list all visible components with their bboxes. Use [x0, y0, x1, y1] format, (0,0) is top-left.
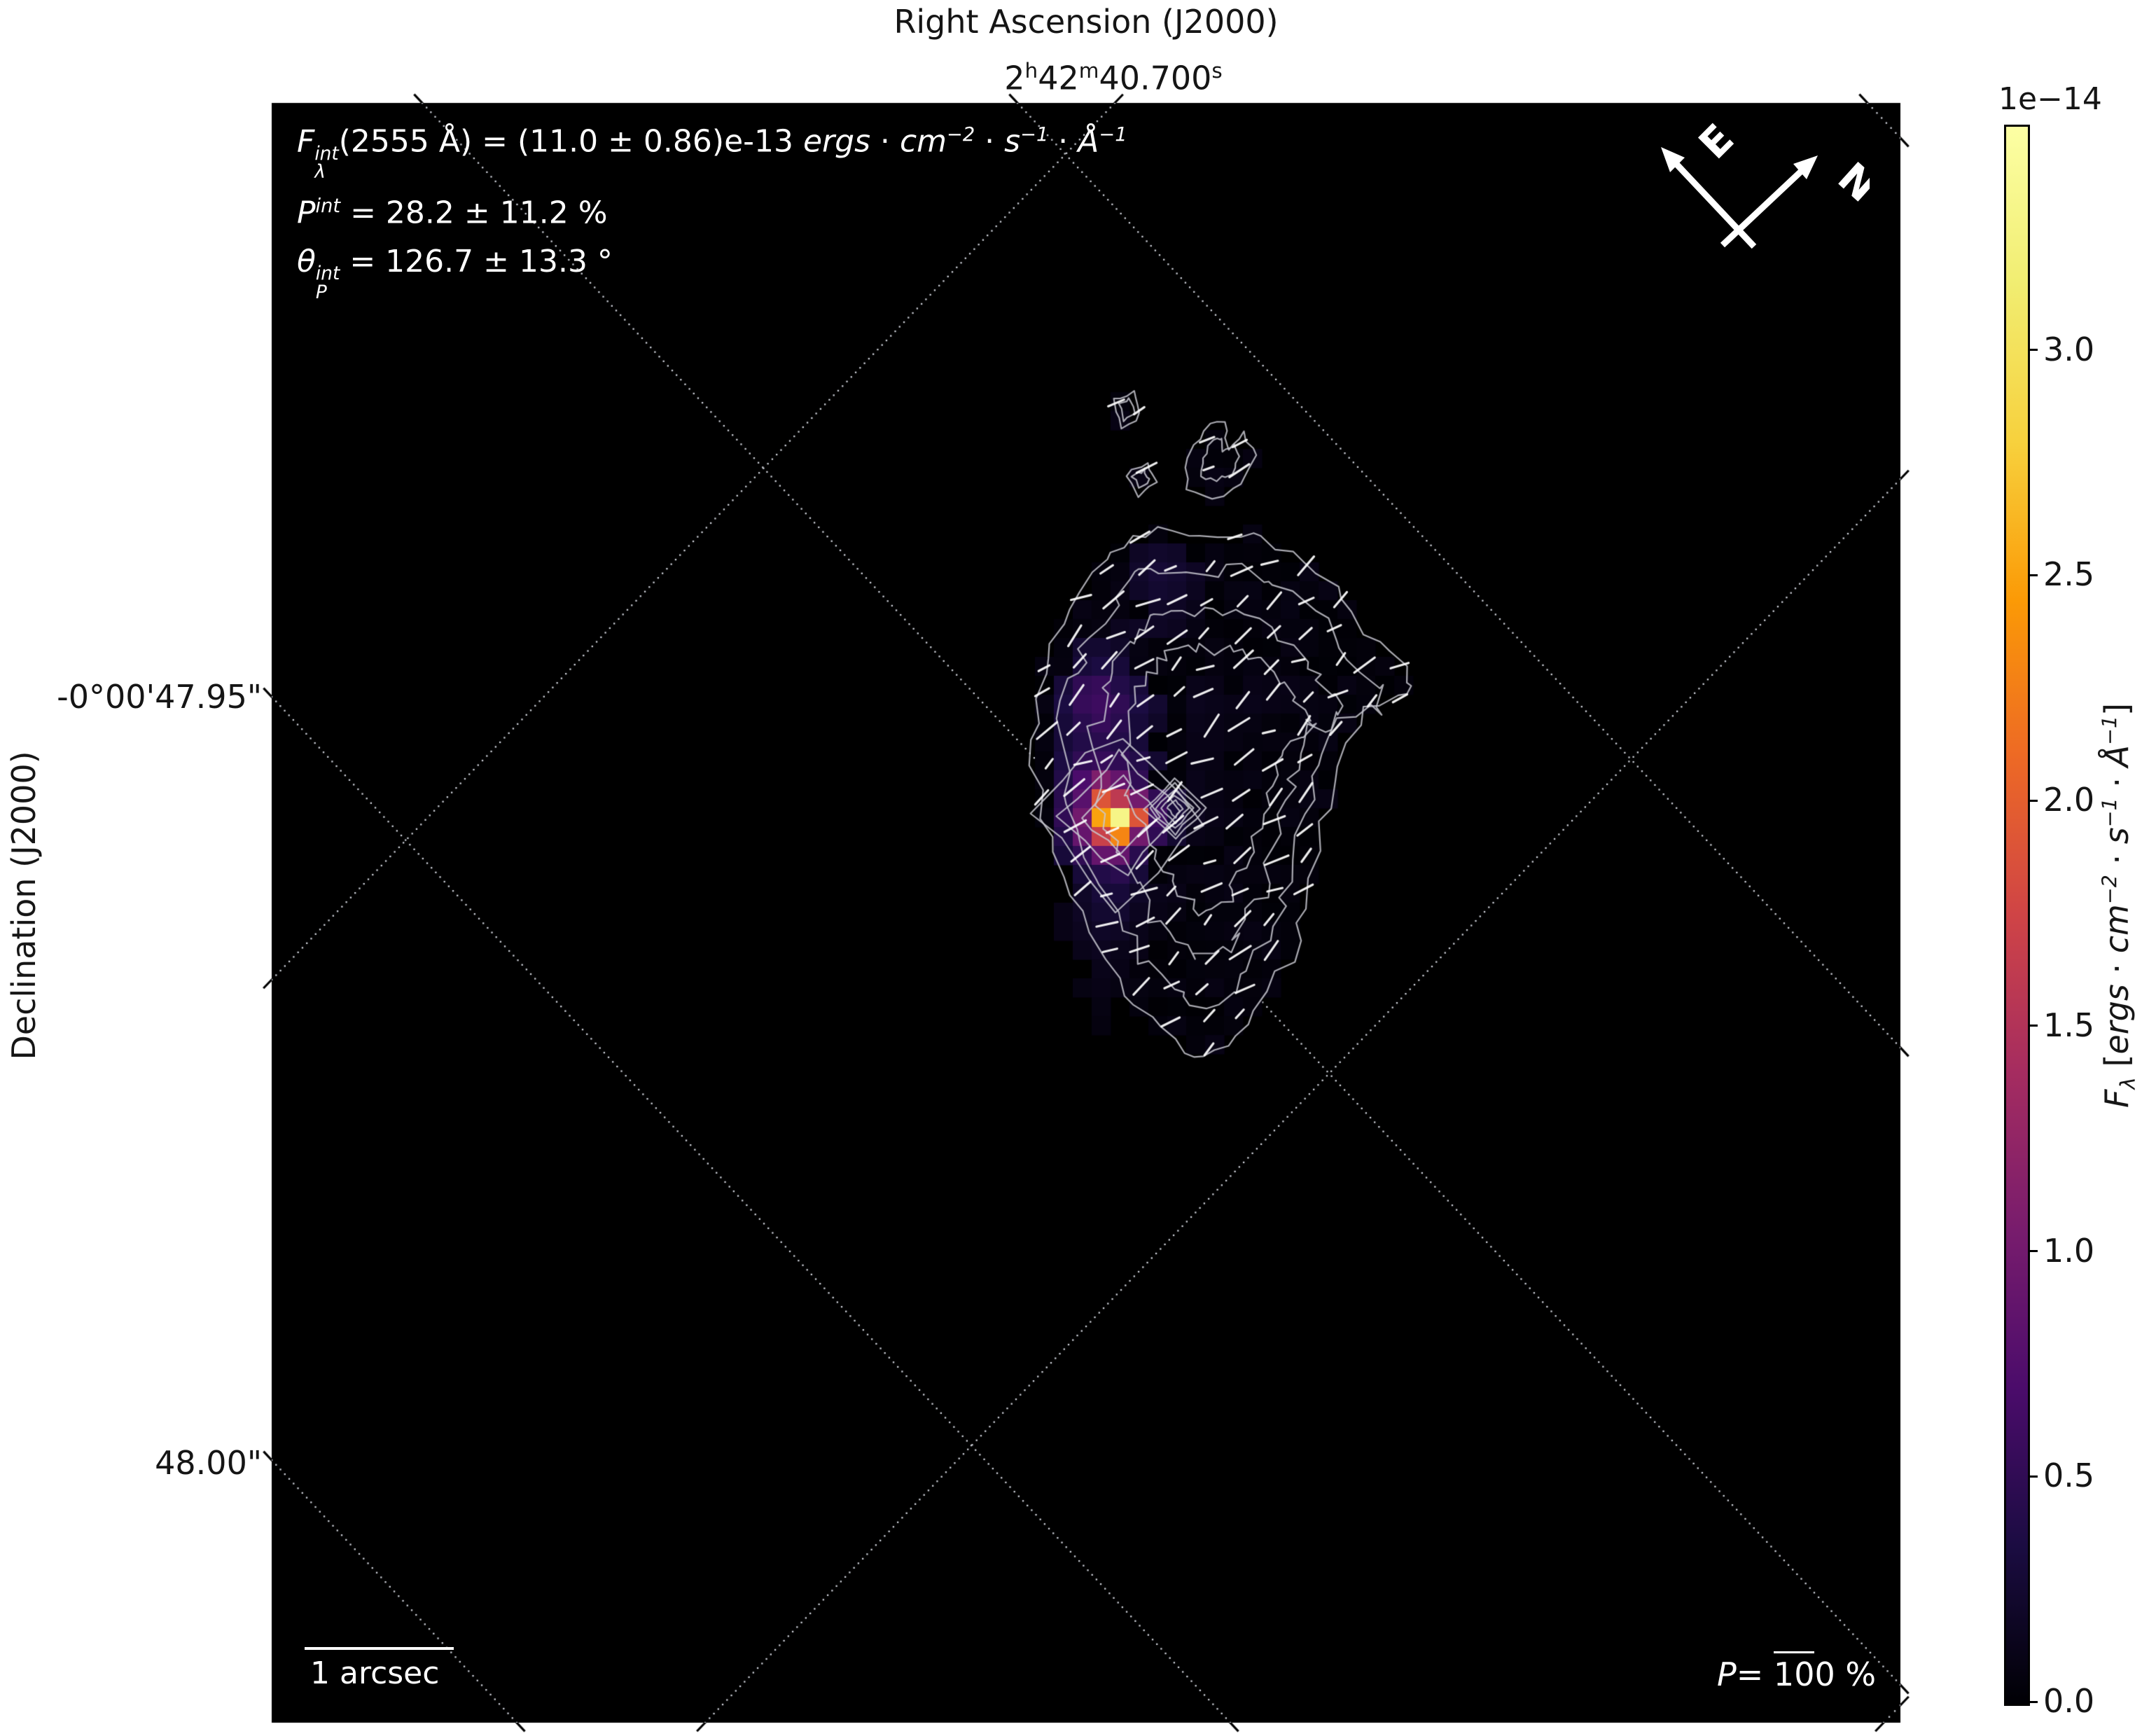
- colorbar-tick-label: 2.0: [2043, 781, 2095, 819]
- scale-bar-label: 1 arcsec: [310, 1655, 440, 1691]
- ra-tick-label: 2h42m40.700s: [1004, 59, 1223, 97]
- colorbar-tick: [2028, 574, 2038, 576]
- colorbar-tick-label: 3.0: [2043, 330, 2095, 368]
- colorbar-tick-label: 2.5: [2043, 555, 2095, 594]
- colorbar-tick: [2028, 799, 2038, 802]
- colorbar-tick: [2028, 1475, 2038, 1478]
- scale-bar: [305, 1647, 454, 1650]
- colorbar-tick-label: 1.5: [2043, 1006, 2095, 1044]
- angle-line: θ int P = 126.7 ± 13.3 °: [297, 244, 613, 303]
- dec-tick-label-2: 48.00": [155, 1444, 262, 1482]
- colorbar-tick: [2028, 1250, 2038, 1253]
- colorbar-tick-label: 1.0: [2043, 1231, 2095, 1270]
- dec-axis-title: Declination (J2000): [5, 751, 43, 1060]
- colorbar-tick-label: 0.0: [2043, 1682, 2095, 1720]
- colorbar-tick: [2028, 1700, 2038, 1703]
- dec-tick-label-1: -0°00'47.95": [57, 678, 262, 716]
- ra-axis-title: Right Ascension (J2000): [893, 3, 1279, 41]
- overbar-digits: 10: [1773, 1651, 1815, 1693]
- colorbar-tick: [2028, 1025, 2038, 1027]
- colorbar-exponent: 1e−14: [1998, 81, 2102, 117]
- colorbar: [2004, 125, 2030, 1706]
- compass-east-label: E: [1690, 118, 1743, 168]
- north-arrowhead-icon: [1793, 155, 1818, 179]
- colorbar-tick: [2028, 349, 2038, 352]
- compass-icon: E N: [1661, 118, 1870, 249]
- east-arrowhead-icon: [1661, 147, 1685, 172]
- colorbar-tick-label: 0.5: [2043, 1457, 2095, 1495]
- vector-scale-legend: P= 100 %: [1717, 1651, 1876, 1693]
- compass-north-label: N: [1829, 153, 1870, 211]
- polarization-line: Pint = 28.2 ± 11.2 %: [297, 195, 608, 231]
- east-arrow-shaft: [1672, 160, 1757, 249]
- north-arrow-shaft: [1720, 167, 1806, 248]
- colorbar-axis-label: Fλ [ergs ⋅ cm−2 ⋅ s−1 ⋅ Å−1]: [2097, 702, 2141, 1109]
